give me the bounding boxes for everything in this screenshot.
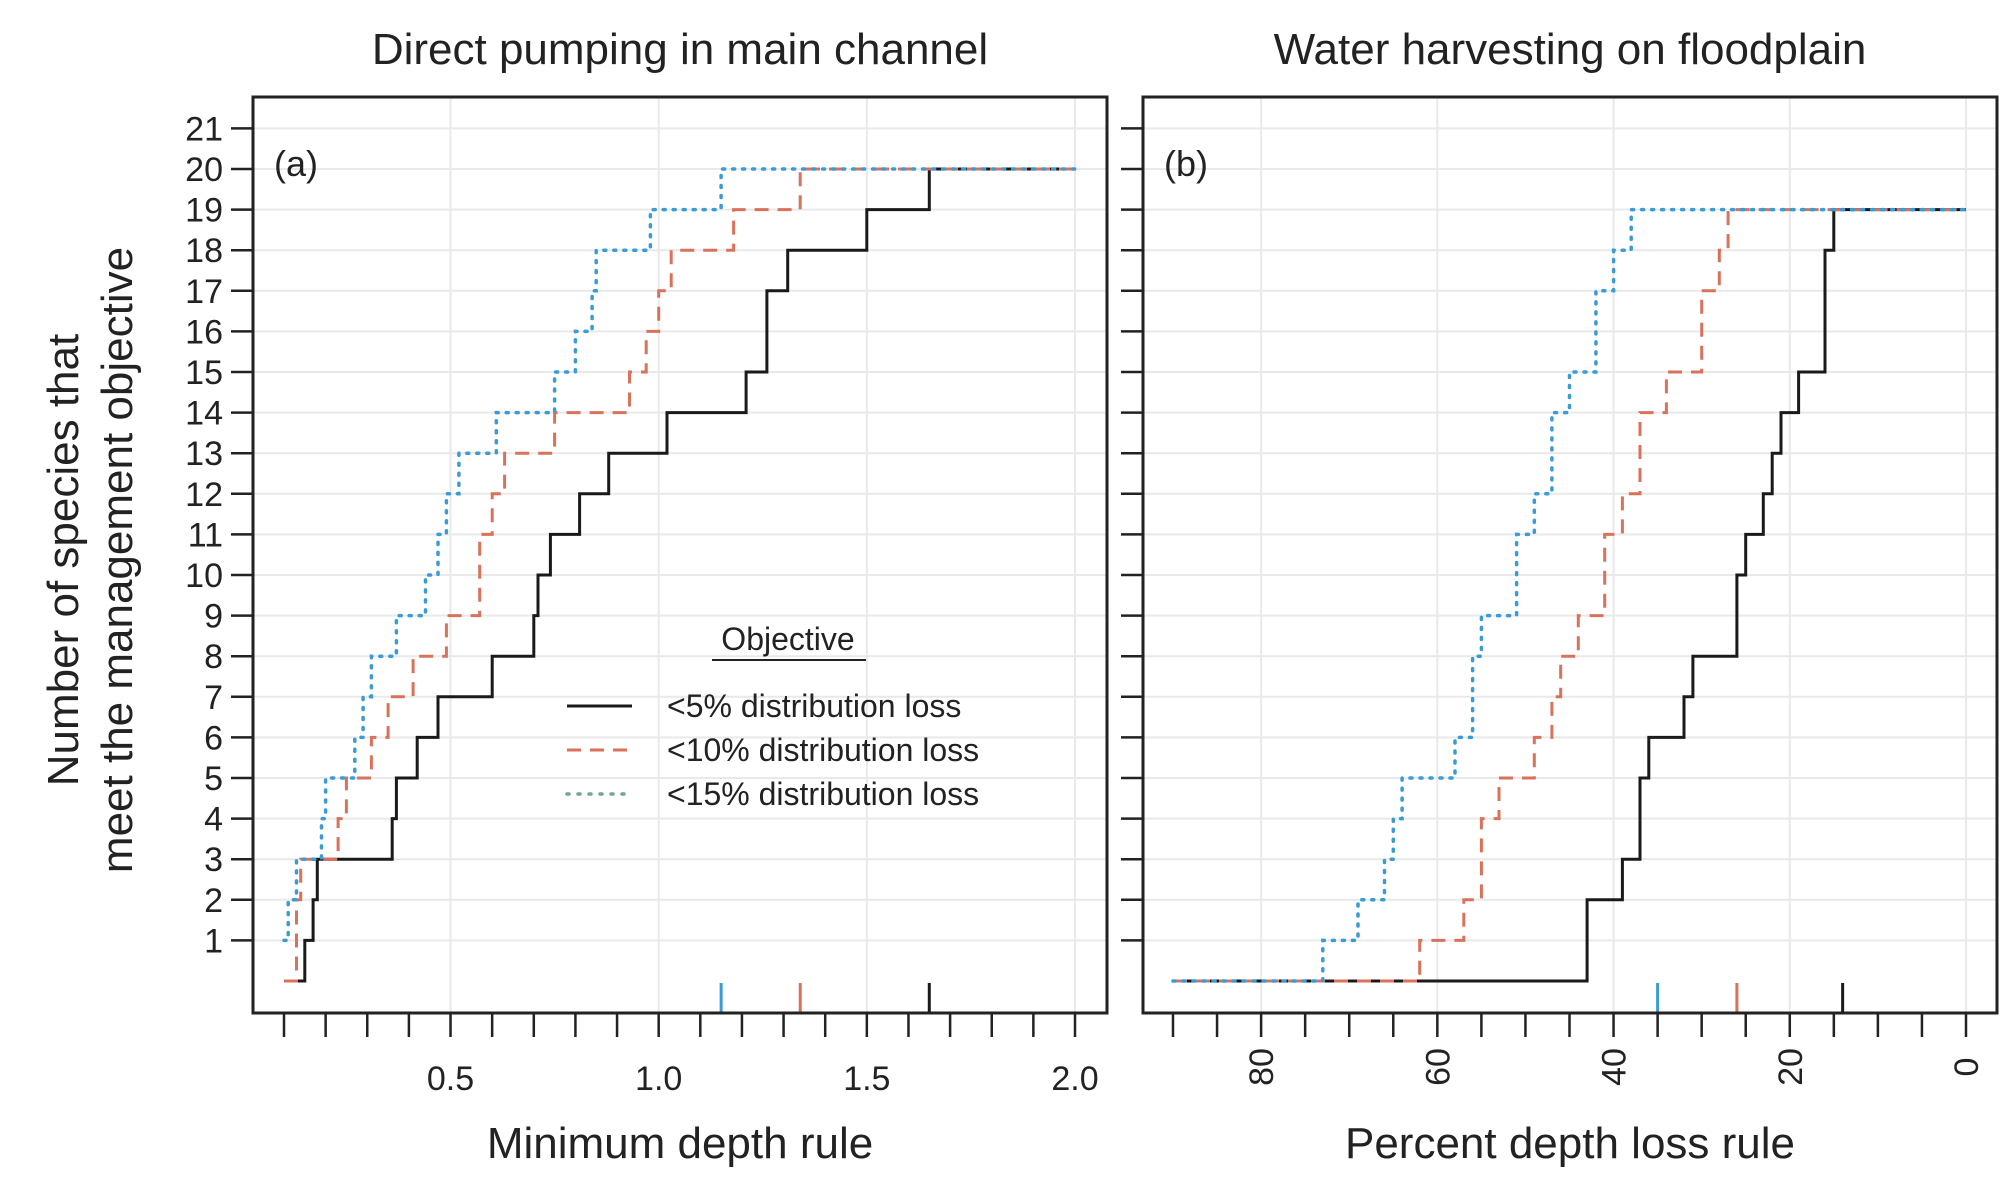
y-tick-label: 2 xyxy=(204,882,223,920)
x-tick-label: 40 xyxy=(1596,1048,1634,1086)
y-tick-label: 19 xyxy=(185,192,223,230)
x-tick-label: 0.5 xyxy=(427,1060,474,1098)
legend: Objective <5% distribution loss <10% dis… xyxy=(565,621,979,812)
panel-b-x-ticks: 80 60 40 20 0 xyxy=(1171,1013,1986,1086)
y-tick-label: 3 xyxy=(204,841,223,879)
y-tick-label: 17 xyxy=(185,273,223,311)
x-tick-label: 2.0 xyxy=(1051,1060,1098,1098)
y-axis-title: Number of species that meet the manageme… xyxy=(39,247,142,873)
legend-entry-5pct: <5% distribution loss xyxy=(567,688,961,724)
panel-b-grid xyxy=(1143,97,1997,1013)
panel-b-series xyxy=(1171,207,1968,983)
legend-entry-15pct: <15% distribution loss xyxy=(565,776,979,812)
panel-b-x-axis-title: Percent depth loss rule xyxy=(1345,1119,1795,1168)
panel-b-label: (b) xyxy=(1164,143,1208,184)
series-line-2 xyxy=(282,167,1077,943)
series-line-0 xyxy=(1173,208,1966,983)
series-line-2 xyxy=(1171,207,1968,983)
y-tick-label: 20 xyxy=(185,151,223,189)
legend-label-10pct: <10% distribution loss xyxy=(667,732,979,768)
legend-label-5pct: <5% distribution loss xyxy=(667,688,961,724)
y-tick-label: 12 xyxy=(185,476,223,514)
panel-a-label: (a) xyxy=(274,143,318,184)
legend-label-15pct: <15% distribution loss xyxy=(667,776,979,812)
panel-a-rug xyxy=(719,983,931,1013)
y-tick-label: 15 xyxy=(185,354,223,392)
y-tick-label: 16 xyxy=(185,313,223,351)
panel-a-series xyxy=(282,167,1077,983)
series-line-0 xyxy=(284,167,1075,983)
y-tick-label: 14 xyxy=(185,395,223,433)
y-tick-label: 1 xyxy=(204,922,223,960)
x-tick-label: 80 xyxy=(1243,1048,1281,1086)
x-tick-label: 1.5 xyxy=(843,1060,890,1098)
x-tick-label: 60 xyxy=(1419,1048,1457,1086)
y-tick-label: 7 xyxy=(204,679,223,717)
panel-a: Direct pumping in main channel (a) 12345… xyxy=(185,25,1109,1168)
y-tick-label: 4 xyxy=(204,801,223,839)
panel-b-frame xyxy=(1141,95,1999,1015)
panel-b-rug xyxy=(1656,983,1845,1013)
x-tick-label: 0 xyxy=(1948,1058,1986,1077)
y-tick-label: 18 xyxy=(185,232,223,270)
x-tick-label: 1.0 xyxy=(635,1060,682,1098)
y-tick-label: 21 xyxy=(185,110,223,148)
y-tick-label: 6 xyxy=(204,719,223,757)
panel-b-y-ticks xyxy=(1121,127,1143,942)
series-line-1 xyxy=(1173,208,1966,983)
panel-a-title: Direct pumping in main channel xyxy=(372,25,988,74)
x-tick-label: 20 xyxy=(1772,1048,1810,1086)
panel-a-x-ticks: 0.5 1.0 1.5 2.0 xyxy=(282,1013,1099,1098)
panel-b-title: Water harvesting on floodplain xyxy=(1274,25,1867,74)
panel-b: Water harvesting on floodplain (b) 80 60 4… xyxy=(1121,25,1999,1168)
legend-title: Objective xyxy=(721,621,854,657)
y-axis-title-line1: Number of species that xyxy=(39,334,88,786)
y-axis-title-line2: meet the management objective xyxy=(93,247,142,873)
y-tick-label: 13 xyxy=(185,435,223,473)
series-line-1 xyxy=(284,167,1075,983)
panel-a-grid xyxy=(253,97,1107,1013)
legend-entry-10pct: <10% distribution loss xyxy=(567,732,979,768)
y-tick-label: 9 xyxy=(204,598,223,636)
panel-a-frame xyxy=(251,95,1109,1015)
y-tick-label: 10 xyxy=(185,557,223,595)
y-tick-label: 5 xyxy=(204,760,223,798)
panel-a-x-axis-title: Minimum depth rule xyxy=(487,1119,873,1168)
y-tick-label: 11 xyxy=(188,516,223,554)
y-tick-label: 8 xyxy=(204,638,223,676)
